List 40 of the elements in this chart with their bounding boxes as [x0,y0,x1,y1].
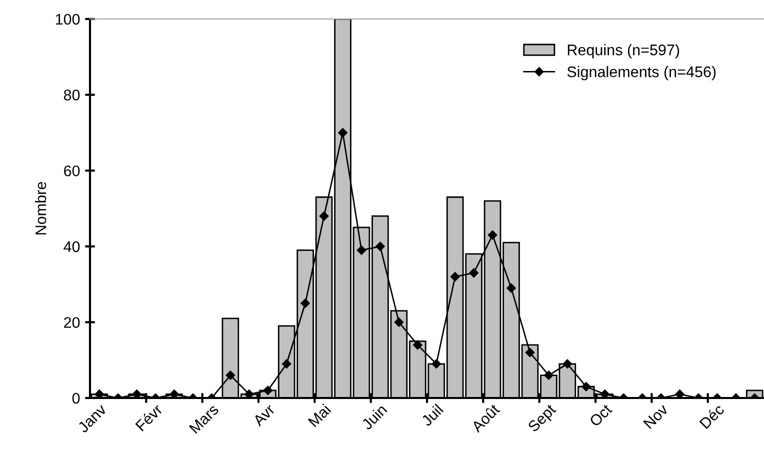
point [469,268,478,278]
point [506,283,516,293]
x-tick-label: Avr [252,403,276,427]
point [282,359,292,369]
y-tick-label: 100 [56,14,80,25]
point [488,230,498,240]
point [226,370,236,380]
y-tick-label: 0 [72,392,80,404]
x-tick-label: Nov [643,403,669,430]
point [394,318,404,327]
point [263,386,272,396]
point [356,246,366,255]
y-tick-label: 40 [64,241,80,252]
point [376,242,385,252]
point [525,348,535,358]
point [94,390,104,398]
y-tick-label: 20 [64,317,80,328]
point [244,390,254,398]
point [319,211,329,221]
legend-label: Signalements (n=456) [567,66,716,80]
point [675,390,684,398]
y-tick-label: 80 [64,90,80,100]
point [450,272,460,282]
legend-label: Requins (n=597) [568,44,680,58]
x-tick-label: Mai [308,404,332,428]
point [562,359,572,369]
point [600,390,610,398]
point [300,298,310,308]
point [413,340,422,350]
x-tick-label: Juil [420,404,444,427]
y-axis-title: Nombre [34,182,46,234]
x-tick-label: Déc [698,403,725,430]
point [132,390,142,398]
point [544,370,554,380]
x-tick-label: Oct [588,403,613,428]
point [338,128,348,138]
x-tick-label: Juin [360,404,388,430]
y-tick-label: 60 [64,165,80,176]
point [170,390,179,398]
point [432,359,441,369]
